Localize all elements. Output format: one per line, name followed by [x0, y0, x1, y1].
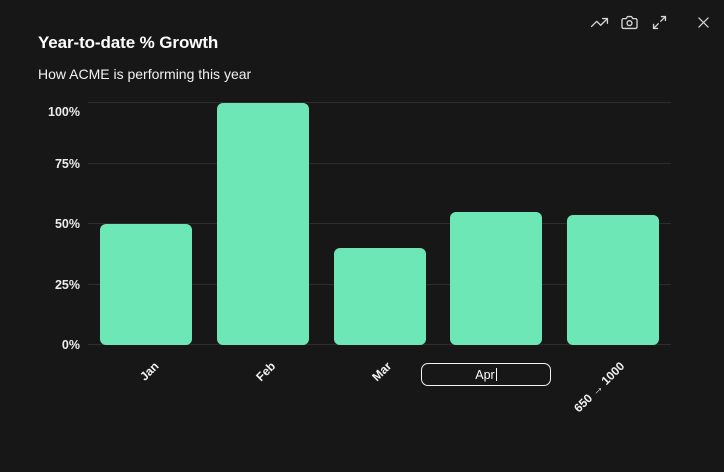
chart-header: Year-to-date % Growth How ACME is perfor…	[38, 32, 251, 82]
chart-title: Year-to-date % Growth	[38, 33, 219, 52]
gridline-100	[88, 102, 671, 104]
bar-650 → 1000[interactable]	[566, 214, 659, 345]
bar-chart-plot-area	[88, 96, 671, 345]
y-tick-label-100: 100%	[48, 105, 80, 120]
chart-subtitle: How ACME is performing this year	[38, 66, 252, 82]
gridline-50	[88, 223, 671, 225]
y-tick-label-50: 50%	[54, 217, 80, 232]
bar-Jan[interactable]	[100, 224, 193, 345]
bar-Feb[interactable]	[216, 103, 309, 345]
axis-label-input-value: Apr	[475, 367, 495, 382]
expand-icon[interactable]	[649, 12, 669, 32]
toolbar	[589, 12, 713, 32]
close-icon[interactable]	[693, 12, 713, 32]
axis-label-input[interactable]: Apr	[421, 363, 551, 386]
bar-Apr[interactable]	[450, 212, 543, 345]
y-tick-label-25: 25%	[54, 277, 80, 292]
y-tick-label-75: 75%	[54, 156, 80, 171]
gridline-75	[88, 162, 671, 164]
trending-up-icon[interactable]	[589, 12, 609, 32]
text-caret	[495, 368, 497, 381]
bar-Mar[interactable]	[333, 248, 426, 345]
camera-icon[interactable]	[619, 12, 639, 32]
y-tick-label-0: 0%	[61, 338, 80, 352]
